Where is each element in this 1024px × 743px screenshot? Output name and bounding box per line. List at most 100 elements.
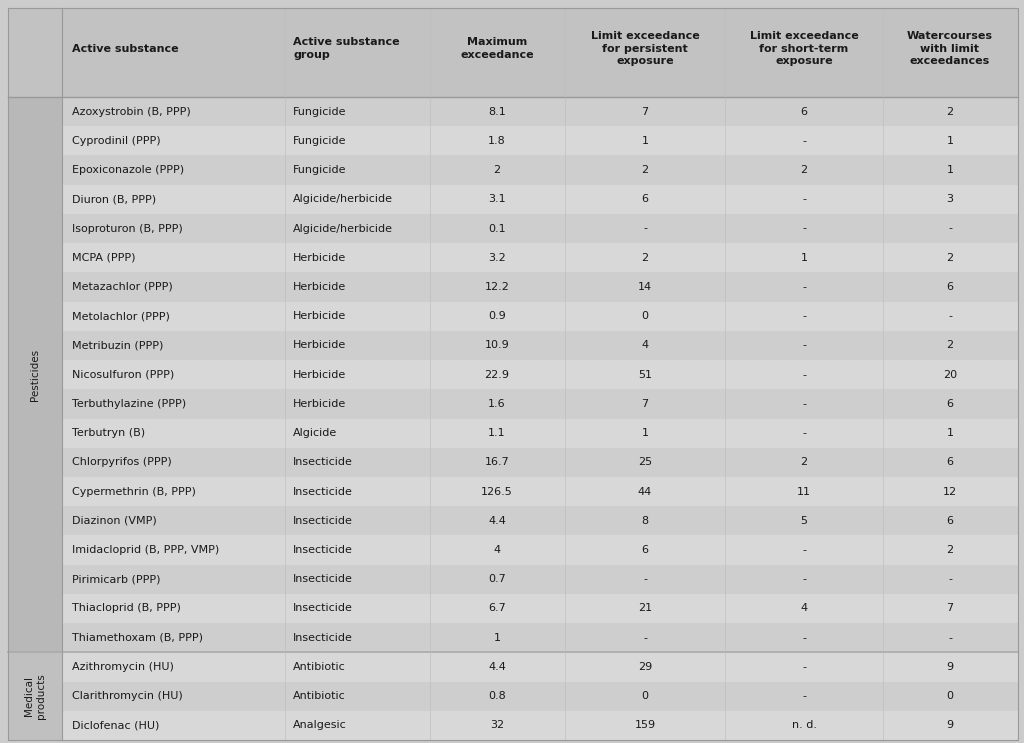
Text: Clarithromycin (HU): Clarithromycin (HU) <box>72 691 182 701</box>
Text: Imidacloprid (B, PPP, VMP): Imidacloprid (B, PPP, VMP) <box>72 545 219 555</box>
Text: 0.1: 0.1 <box>488 224 506 233</box>
Text: 25: 25 <box>638 458 652 467</box>
Text: Insecticide: Insecticide <box>293 633 353 643</box>
Text: 14: 14 <box>638 282 652 292</box>
Text: Pesticides: Pesticides <box>30 348 40 400</box>
Text: -: - <box>802 574 806 584</box>
Text: Algicide/herbicide: Algicide/herbicide <box>293 224 393 233</box>
Bar <box>62 360 1018 389</box>
Text: 3.2: 3.2 <box>488 253 506 263</box>
Text: 44: 44 <box>638 487 652 496</box>
Bar <box>62 155 1018 185</box>
Text: 32: 32 <box>489 721 504 730</box>
Text: Metazachlor (PPP): Metazachlor (PPP) <box>72 282 173 292</box>
Bar <box>62 418 1018 448</box>
Text: Azithromycin (HU): Azithromycin (HU) <box>72 662 174 672</box>
Text: Limit exceedance
for short-term
exposure: Limit exceedance for short-term exposure <box>750 30 858 66</box>
Text: 0: 0 <box>641 691 648 701</box>
Text: 2: 2 <box>641 253 648 263</box>
Text: 1: 1 <box>641 136 648 146</box>
Text: Pirimicarb (PPP): Pirimicarb (PPP) <box>72 574 161 584</box>
Text: -: - <box>948 311 952 321</box>
Text: 20: 20 <box>943 370 957 380</box>
Text: 7: 7 <box>946 603 953 614</box>
Text: Cyprodinil (PPP): Cyprodinil (PPP) <box>72 136 161 146</box>
Bar <box>62 565 1018 594</box>
Text: -: - <box>948 574 952 584</box>
Text: 159: 159 <box>635 721 655 730</box>
Text: 1: 1 <box>946 165 953 175</box>
Bar <box>8 97 62 652</box>
Bar <box>62 448 1018 477</box>
Text: 6: 6 <box>946 399 953 409</box>
Bar <box>62 506 1018 536</box>
Text: 9: 9 <box>946 721 953 730</box>
Text: Antibiotic: Antibiotic <box>293 662 346 672</box>
Text: Herbicide: Herbicide <box>293 282 346 292</box>
Text: 6: 6 <box>946 282 953 292</box>
Text: 7: 7 <box>641 399 648 409</box>
Text: Insecticide: Insecticide <box>293 487 353 496</box>
Text: 3.1: 3.1 <box>488 195 506 204</box>
Text: 5: 5 <box>801 516 808 526</box>
Text: 6.7: 6.7 <box>488 603 506 614</box>
Text: -: - <box>802 545 806 555</box>
Text: Terbuthylazine (PPP): Terbuthylazine (PPP) <box>72 399 186 409</box>
Bar <box>62 331 1018 360</box>
Bar <box>62 97 1018 126</box>
Text: 2: 2 <box>494 165 501 175</box>
Bar <box>62 536 1018 565</box>
Text: 8.1: 8.1 <box>488 106 506 117</box>
Text: 6: 6 <box>946 516 953 526</box>
Text: 1: 1 <box>641 428 648 438</box>
Text: Herbicide: Herbicide <box>293 253 346 263</box>
Text: Active substance
group: Active substance group <box>293 37 399 60</box>
Text: Chlorpyrifos (PPP): Chlorpyrifos (PPP) <box>72 458 172 467</box>
Bar <box>62 126 1018 155</box>
Text: 1: 1 <box>946 428 953 438</box>
Text: 2: 2 <box>946 340 953 351</box>
Bar <box>62 681 1018 711</box>
Text: Diuron (B, PPP): Diuron (B, PPP) <box>72 195 156 204</box>
Bar <box>62 185 1018 214</box>
Text: Epoxiconazole (PPP): Epoxiconazole (PPP) <box>72 165 184 175</box>
Bar <box>62 214 1018 243</box>
Text: 2: 2 <box>946 545 953 555</box>
Text: Herbicide: Herbicide <box>293 399 346 409</box>
Text: -: - <box>948 633 952 643</box>
Text: -: - <box>802 691 806 701</box>
Text: Thiacloprid (B, PPP): Thiacloprid (B, PPP) <box>72 603 181 614</box>
Text: 0.8: 0.8 <box>488 691 506 701</box>
Text: 6: 6 <box>801 106 808 117</box>
Bar <box>62 594 1018 623</box>
Text: Metolachlor (PPP): Metolachlor (PPP) <box>72 311 170 321</box>
Text: Medical
products: Medical products <box>25 673 46 719</box>
Text: 29: 29 <box>638 662 652 672</box>
Text: 10.9: 10.9 <box>484 340 509 351</box>
Text: 1.8: 1.8 <box>488 136 506 146</box>
Text: 0: 0 <box>946 691 953 701</box>
Text: -: - <box>802 370 806 380</box>
Text: 4: 4 <box>641 340 648 351</box>
Text: Algicide: Algicide <box>293 428 337 438</box>
Text: Nicosulfuron (PPP): Nicosulfuron (PPP) <box>72 370 174 380</box>
Text: Antibiotic: Antibiotic <box>293 691 346 701</box>
Text: Fungicide: Fungicide <box>293 106 346 117</box>
Text: 2: 2 <box>946 253 953 263</box>
Text: 4.4: 4.4 <box>488 662 506 672</box>
Text: 2: 2 <box>801 165 808 175</box>
Text: 9: 9 <box>946 662 953 672</box>
Text: 6: 6 <box>946 458 953 467</box>
Text: 4.4: 4.4 <box>488 516 506 526</box>
Text: 1.6: 1.6 <box>488 399 506 409</box>
Text: 1: 1 <box>946 136 953 146</box>
Text: Active substance: Active substance <box>72 44 178 53</box>
Text: 2: 2 <box>946 106 953 117</box>
Text: 2: 2 <box>801 458 808 467</box>
Text: -: - <box>643 633 647 643</box>
Text: -: - <box>802 282 806 292</box>
Text: Fungicide: Fungicide <box>293 165 346 175</box>
Text: Herbicide: Herbicide <box>293 370 346 380</box>
Text: 126.5: 126.5 <box>481 487 513 496</box>
Text: -: - <box>802 340 806 351</box>
